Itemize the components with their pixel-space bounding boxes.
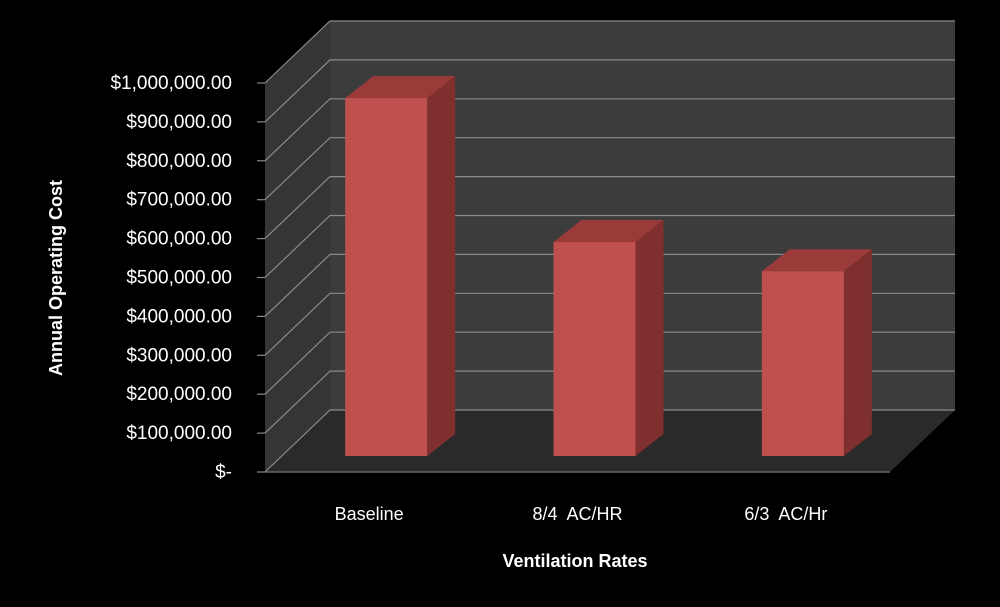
bars: [345, 76, 872, 457]
gridline: [264, 176, 955, 240]
bar: [553, 220, 664, 456]
gridline: [264, 59, 955, 123]
gridline: [264, 214, 955, 278]
bar-top: [761, 249, 872, 272]
bar-front: [553, 242, 636, 456]
gridline: [264, 409, 955, 473]
y-axis-ticks: $- $100,000.00 $200,000.00 $300,000.00 $400,…: [110, 73, 265, 483]
y-tick-label: $700,000.00: [126, 190, 232, 211]
gridline: [264, 98, 955, 162]
bar-side: [427, 76, 456, 457]
x-category-label: 6/3 AC/Hr: [744, 504, 827, 524]
bar-side: [635, 220, 664, 456]
y-tick-label: $-: [215, 462, 232, 483]
bar-front: [345, 98, 428, 457]
y-axis-title: Annual Operating Cost: [46, 180, 66, 376]
bar: [761, 249, 872, 456]
y-tick-label: $1,000,000.00: [110, 73, 232, 94]
y-tick-label: $600,000.00: [126, 229, 232, 250]
y-tick-label: $900,000.00: [126, 112, 232, 133]
gridline: [264, 370, 955, 434]
bar-top: [345, 76, 456, 99]
x-axis-categories: Baseline 8/4 AC/HR 6/3 AC/Hr: [335, 504, 828, 524]
y-tick-label: $400,000.00: [126, 306, 232, 327]
y-tick-label: $100,000.00: [126, 423, 232, 444]
y-tick-label: $200,000.00: [126, 384, 232, 405]
bar: [345, 76, 456, 457]
gridline: [264, 253, 955, 317]
x-category-label: 8/4 AC/HR: [532, 504, 622, 524]
y-tick-label: $800,000.00: [126, 151, 232, 172]
gridline: [264, 331, 955, 395]
bar-side: [843, 249, 872, 456]
gridline: [264, 292, 955, 356]
x-category-label: Baseline: [335, 504, 404, 524]
gridlines: [264, 20, 955, 473]
x-axis-title: Ventilation Rates: [502, 551, 647, 571]
gridline: [264, 137, 955, 201]
bar-top: [553, 220, 664, 243]
y-tick-label: $300,000.00: [126, 345, 232, 366]
bar-front: [761, 271, 844, 456]
y-tick-label: $500,000.00: [126, 268, 232, 289]
gridline: [264, 20, 955, 84]
